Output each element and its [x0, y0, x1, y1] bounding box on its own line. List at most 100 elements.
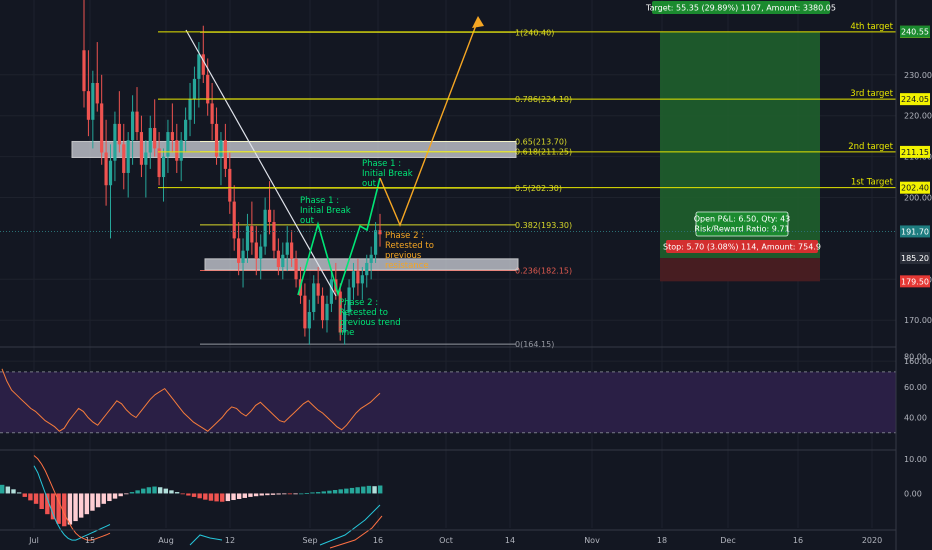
candle-body [356, 271, 360, 284]
macd-histogram-bar [45, 493, 50, 515]
candle-body [245, 226, 250, 251]
candle-body [365, 262, 369, 276]
price-axis[interactable]: 160.00170.00180.00200.00210.00220.00230.… [895, 0, 932, 550]
annotation-text: Retested to [385, 241, 434, 251]
macd-histogram-bar [101, 493, 106, 504]
fib-level-label: 0.5(202.30) [515, 184, 562, 193]
candle-body [201, 54, 205, 75]
macd-histogram-bar [310, 492, 315, 494]
target-price-badge [900, 145, 930, 158]
target-lines[interactable]: 4th target 3rd target 2nd target 1st Target [158, 22, 896, 189]
support-resistance-zones[interactable] [71, 140, 519, 271]
macd-histogram-bar [338, 489, 343, 494]
candle-body [157, 148, 161, 178]
macd-histogram-bar [95, 493, 101, 508]
macd-histogram-bar [62, 493, 67, 527]
time-tick-label: Oct [439, 536, 453, 545]
candle-body [117, 123, 121, 145]
target-label: 4th target [850, 22, 893, 32]
macd-histogram-bar [208, 493, 214, 501]
macd-histogram-bar [50, 493, 56, 520]
signal-line-recent [329, 515, 383, 549]
stop-label-box [666, 240, 818, 253]
macd-histogram-bar [293, 493, 298, 495]
time-tick-label: Jul [28, 536, 39, 545]
price-axis-background [896, 0, 932, 550]
time-tick-label: 16 [373, 536, 383, 545]
candle-body [179, 140, 183, 161]
annotation-text: Phase 1 : [300, 196, 339, 206]
candle-body [285, 242, 289, 255]
candle-body [250, 226, 254, 243]
macd-histogram-bar [332, 490, 338, 494]
upper-resistance-box[interactable] [71, 140, 517, 158]
annotation-text: previous trend [339, 318, 401, 328]
price-tick-label: 220.00 [904, 112, 932, 121]
macd-histogram-bar [163, 488, 169, 494]
price-tick-label: 170.00 [904, 316, 932, 325]
macd-histogram-bar [186, 493, 191, 496]
candle-body [281, 254, 285, 268]
time-tick-label: Nov [584, 536, 600, 545]
candle-body [263, 209, 267, 247]
breakout-retest-box[interactable] [204, 258, 519, 271]
macd-histogram-bar [33, 493, 39, 504]
price-tick-label: 160.00 [904, 357, 932, 366]
candle-body [122, 144, 126, 173]
candlestick-series [82, 0, 382, 345]
macd-histogram-bar [5, 486, 11, 494]
macd-histogram-bar [124, 493, 129, 495]
macd-histogram-bar [344, 488, 349, 494]
candle-body [259, 246, 263, 259]
target-label: 3rd target [850, 89, 893, 99]
candle-body [347, 287, 351, 313]
candle-body [86, 91, 91, 120]
stop-zone[interactable] [660, 258, 820, 282]
candle-body [197, 54, 201, 79]
candle-body [378, 230, 382, 235]
time-tick-label: Sep [302, 536, 317, 545]
rsi-axis-label: 40.00 [904, 414, 927, 423]
macd-histogram-bar [265, 493, 270, 496]
candle-body [130, 111, 135, 141]
macd-histogram-bar [248, 493, 253, 497]
green-zigzag-path[interactable] [297, 177, 381, 297]
macd-histogram-bar [327, 490, 332, 494]
annotation-text: Phase 1 : [362, 159, 401, 169]
target-price-badge [900, 93, 930, 106]
macd-histogram-bar [242, 493, 247, 498]
time-tick-label: Dec [720, 536, 735, 545]
trend-drawings[interactable] [185, 16, 484, 297]
macd-histogram-bar [361, 486, 366, 494]
candle-body [307, 312, 311, 329]
risk-reward-text: Risk/Reward Ratio: 9.71 [694, 225, 789, 234]
annotation-text: Retested to [339, 308, 388, 318]
target-label-box [652, 1, 830, 14]
macd-histogram-bar [259, 493, 264, 496]
candle-body [303, 295, 307, 329]
candle-body [276, 250, 280, 268]
target-label-text: Target: 55.35 (29.89%) 1107, Amount: 338… [645, 4, 836, 13]
macd-histogram-bar [304, 493, 310, 494]
candle-body [232, 201, 236, 239]
macd-histogram-bar [203, 493, 208, 500]
candle-body [312, 283, 316, 313]
orange-projection-path[interactable] [379, 19, 479, 227]
candle-body [219, 140, 223, 157]
time-tick-label: 18 [657, 536, 667, 545]
time-axis[interactable]: Jul 15 Aug 12 Sep 16 Oct 14 Nov 18 Dec 16 2020 [0, 529, 896, 545]
projection-arrowhead [472, 16, 484, 28]
candle-body [214, 123, 219, 157]
annotation-text: Initial Break [300, 206, 351, 216]
macd-histogram-bar [129, 492, 135, 494]
annotation-text: Initial Break [362, 169, 413, 179]
price-badge-text: 179.50 [901, 277, 929, 286]
candle-body [139, 132, 144, 165]
macd-histogram-bar [349, 487, 355, 494]
macd-histogram-bar [220, 493, 225, 502]
macd-histogram-bar [39, 493, 44, 509]
candle-body [108, 160, 113, 186]
candle-body [82, 50, 86, 92]
